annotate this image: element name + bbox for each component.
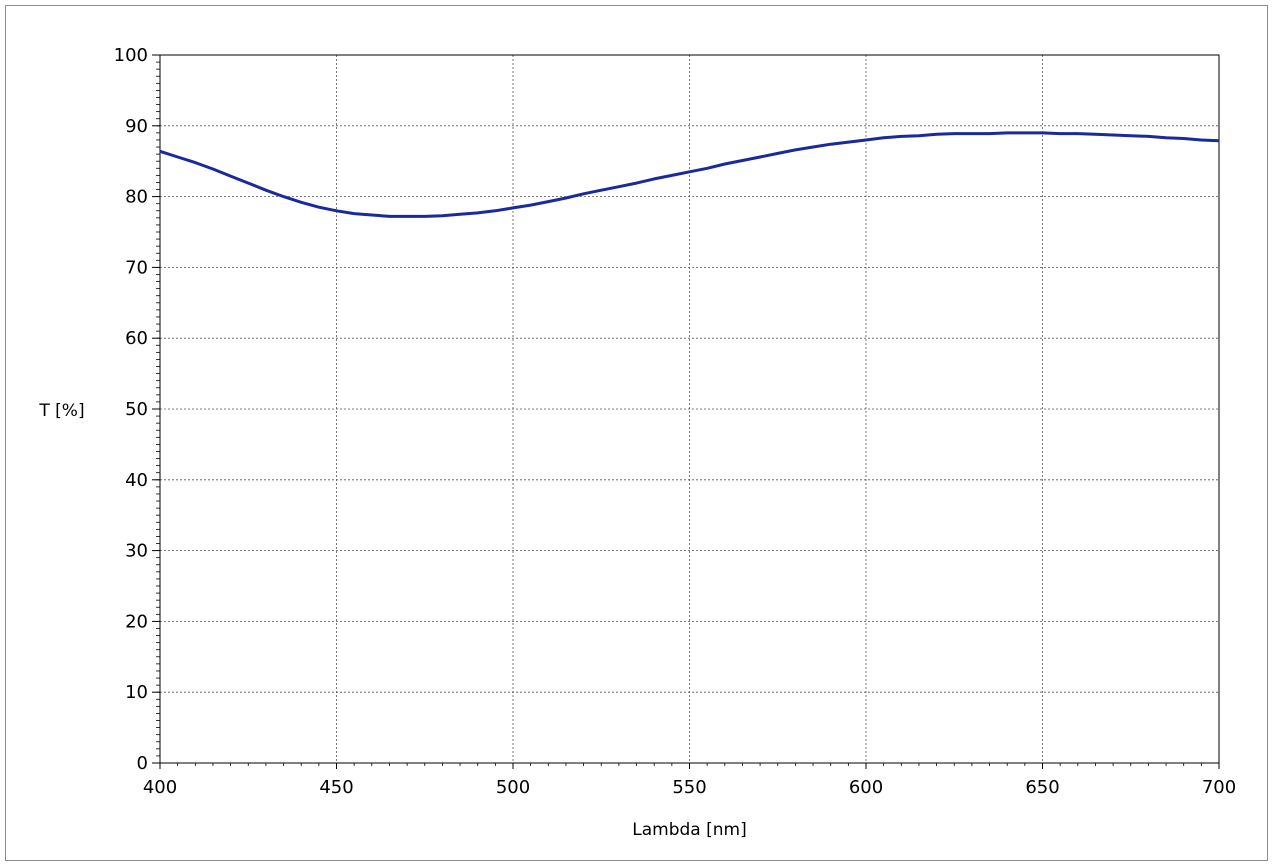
y-tick-label: 80 [125, 187, 148, 208]
x-tick-label: 500 [496, 777, 530, 798]
y-tick-label: 100 [114, 45, 148, 66]
x-tick-label: 700 [1202, 777, 1236, 798]
x-axis: 400 450 500 550 600 650 700 [143, 763, 1236, 798]
x-tick-label: 550 [672, 777, 706, 798]
series-line [159, 131, 1220, 218]
x-tick-label: 600 [849, 777, 883, 798]
x-tick-label: 450 [319, 777, 353, 798]
y-axis-label: T [%] [38, 401, 84, 421]
x-tick-label: 650 [1025, 777, 1059, 798]
series-group [159, 131, 1220, 218]
y-tick-label: 0 [137, 753, 148, 774]
x-axis-label: Lambda [nm] [632, 820, 746, 840]
y-axis: 0 10 20 30 40 50 60 70 80 90 100 [114, 45, 160, 774]
y-tick-label: 30 [125, 541, 148, 562]
y-tick-label: 50 [125, 399, 148, 420]
y-tick-label: 60 [125, 328, 148, 349]
y-tick-label: 10 [125, 682, 148, 703]
x-tick-label: 400 [143, 777, 177, 798]
y-tick-label: 70 [125, 257, 148, 278]
y-tick-label: 20 [125, 611, 148, 632]
grid [160, 55, 1219, 763]
minor-ticks [156, 54, 1220, 766]
y-tick-label: 40 [125, 470, 148, 491]
chart-frame [5, 5, 1268, 861]
y-tick-label: 90 [125, 116, 148, 137]
